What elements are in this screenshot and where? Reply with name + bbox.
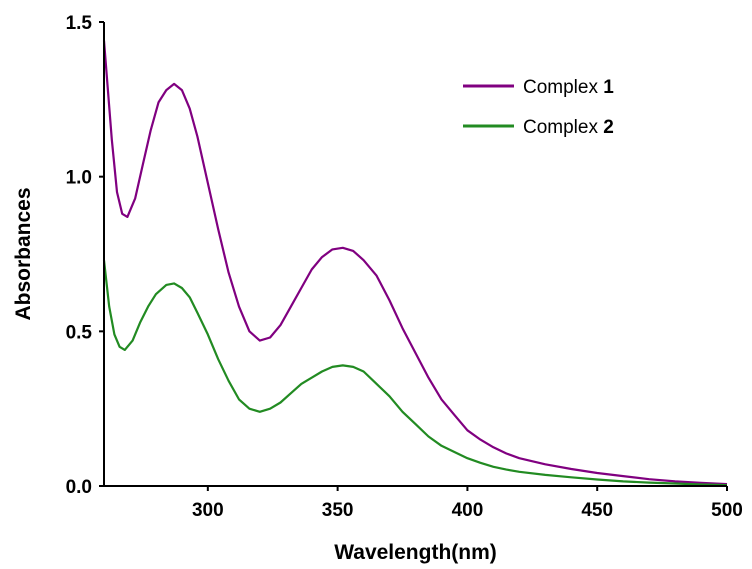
x-tick-label: 450: [581, 500, 613, 521]
x-tick-label: 400: [452, 500, 484, 521]
axes: [103, 22, 727, 487]
y-axis-title: Absorbances: [12, 187, 35, 320]
series-line-complex-1: [102, 40, 728, 486]
x-tick-label: 350: [322, 500, 354, 521]
x-tick-label: 500: [711, 500, 743, 521]
y-tick-label: 1.0: [66, 168, 92, 189]
series-group: [102, 40, 728, 487]
legend-label: Complex 1: [523, 77, 614, 98]
legend-label-number: 2: [603, 117, 614, 138]
x-tick-label: 300: [192, 500, 224, 521]
y-ticks: 0.0 0.5 1.0 1.5: [66, 13, 104, 498]
y-tick-label: 0.5: [66, 322, 93, 343]
legend-label-prefix: Complex: [523, 77, 603, 98]
y-tick-label: 1.5: [66, 13, 93, 34]
legend-label: Complex 2: [523, 117, 614, 138]
series-line-complex-2: [102, 260, 728, 487]
y-tick-label: 0.0: [66, 477, 92, 498]
legend-label-prefix: Complex: [523, 117, 603, 138]
legend-label-number: 1: [603, 77, 614, 98]
x-ticks: 300 350 400 450 500: [192, 486, 743, 521]
x-axis-title: Wavelength(nm): [334, 541, 497, 564]
